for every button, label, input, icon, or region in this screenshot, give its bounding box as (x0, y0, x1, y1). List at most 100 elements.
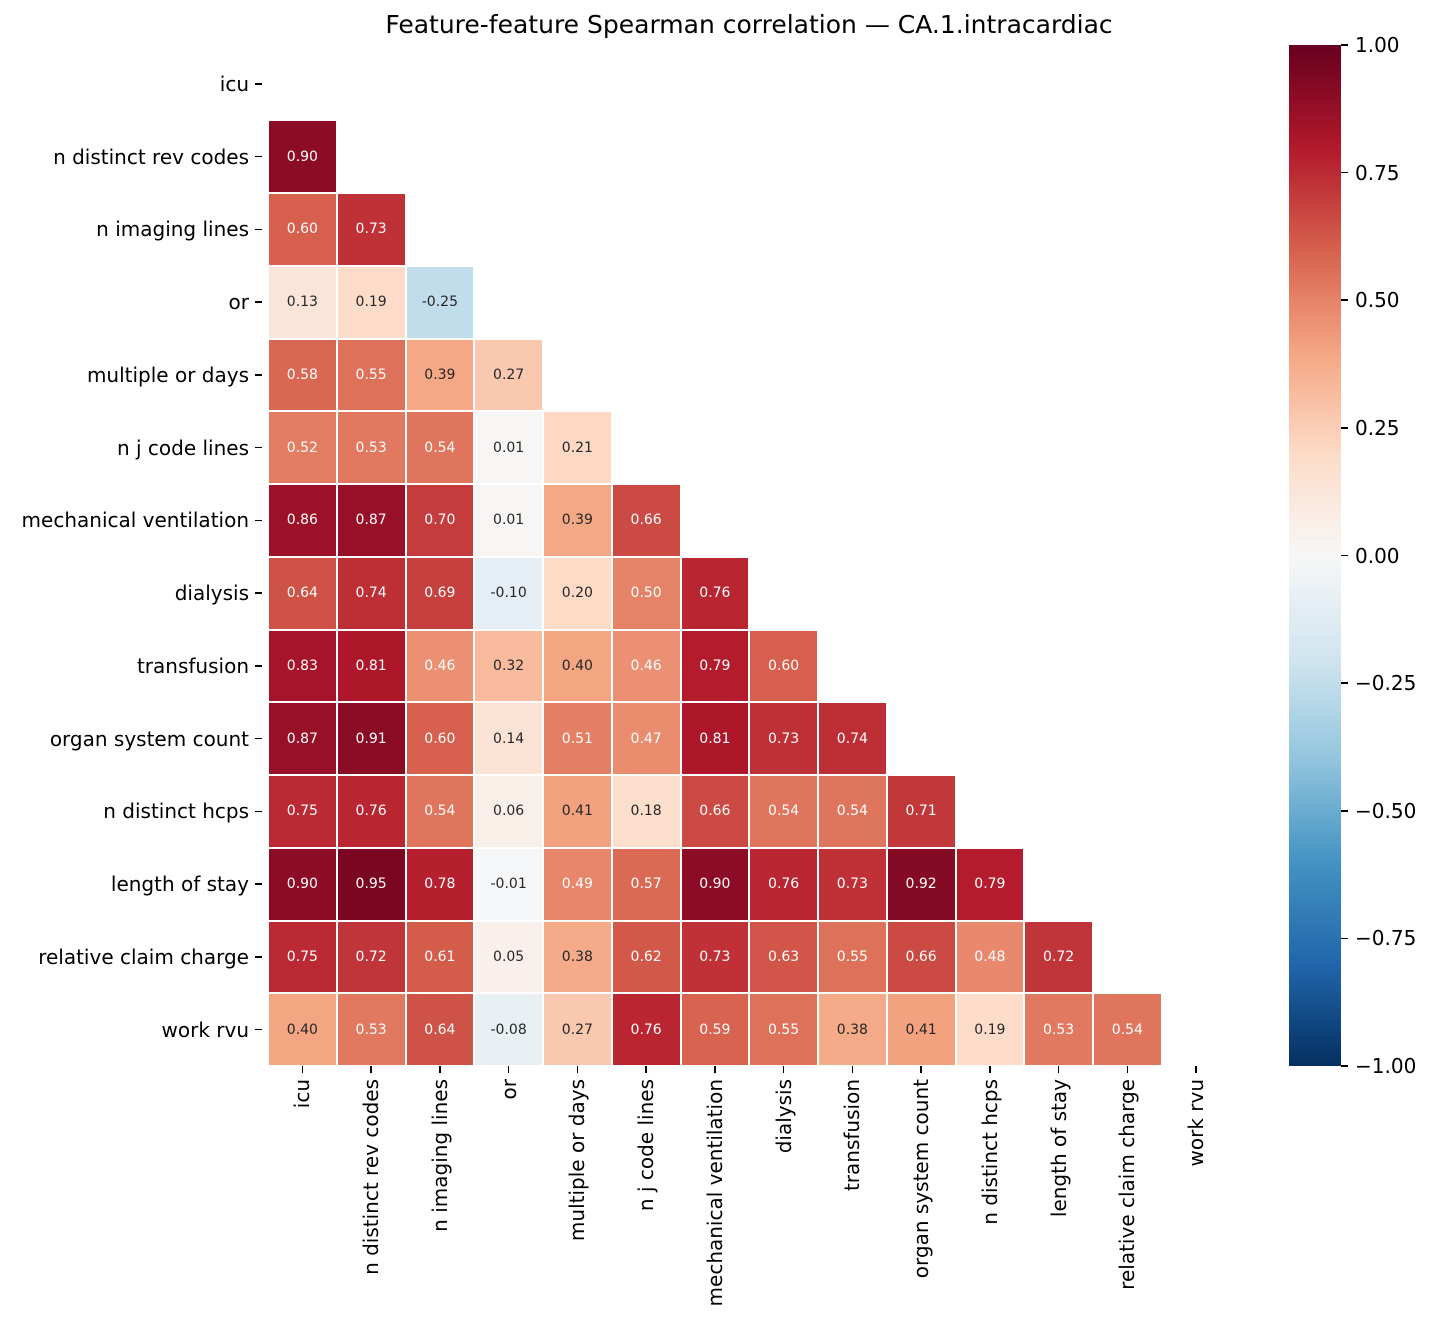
heatmap-cell: 0.48 (955, 920, 1025, 994)
x-tick-label: n distinct hcps (977, 1079, 1002, 1225)
colorbar-tick (1341, 937, 1348, 940)
cell-value: 0.52 (286, 439, 318, 456)
cell-value: 0.70 (424, 512, 456, 529)
heatmap-cell: 0.83 (268, 629, 337, 703)
cell-value: 0.72 (1043, 948, 1075, 965)
heatmap-cell: 0.46 (405, 629, 475, 703)
cell-value: 0.21 (561, 439, 593, 456)
cell-value: -0.01 (490, 876, 527, 893)
cell-value: 0.39 (561, 512, 593, 529)
heatmap-cell: -0.08 (474, 993, 543, 1066)
cell-value: 0.61 (424, 948, 456, 965)
heatmap-cell: 0.87 (268, 702, 337, 775)
heatmap-cell: 0.59 (680, 993, 750, 1066)
cell-value: 0.83 (286, 657, 318, 674)
heatmap-cell: 0.38 (543, 920, 612, 994)
cell-value: 0.53 (1043, 1021, 1075, 1038)
cell-value: 0.53 (355, 1021, 387, 1038)
cell-value: 0.27 (561, 1021, 593, 1038)
heatmap-cell: 0.53 (336, 411, 406, 484)
heatmap-cell: 0.27 (543, 993, 612, 1066)
colorbar-tick (1341, 1065, 1348, 1067)
cell-value: 0.19 (974, 1021, 1006, 1038)
cell-value: 0.48 (974, 948, 1006, 965)
heatmap-cell: 0.55 (749, 993, 818, 1066)
x-tick (645, 1066, 647, 1073)
colorbar-tick (1341, 554, 1348, 557)
x-tick-label: n j code lines (634, 1079, 659, 1212)
heatmap-cell: 0.81 (336, 629, 406, 703)
heatmap-cell: -0.10 (474, 556, 543, 630)
colorbar-tick-label: −1.00 (1355, 1054, 1417, 1078)
colorbar-tick (1341, 44, 1348, 46)
heatmap-cell: 0.01 (474, 411, 543, 484)
cell-value: 0.81 (355, 657, 387, 674)
colorbar-tick (1341, 299, 1348, 302)
heatmap-cell: 0.60 (749, 629, 818, 703)
y-tick-label: n imaging lines (96, 217, 249, 242)
cell-value: 0.40 (561, 657, 593, 674)
x-tick (1195, 1066, 1197, 1073)
cell-value: 0.74 (836, 730, 868, 747)
x-tick (714, 1066, 716, 1073)
heatmap-cell: 0.81 (680, 702, 750, 775)
heatmap-cell: 0.75 (268, 920, 337, 994)
cell-value: 0.74 (355, 585, 387, 602)
cell-value: 0.13 (286, 294, 318, 311)
x-tick (782, 1066, 785, 1073)
cell-value: 0.53 (355, 439, 387, 456)
x-tick (370, 1066, 372, 1073)
heatmap-cell: 0.06 (474, 775, 543, 848)
x-tick-label: icu (290, 1079, 315, 1109)
cell-value: 0.40 (286, 1021, 318, 1038)
cell-value: 0.75 (286, 803, 318, 820)
cell-value: 0.66 (630, 512, 662, 529)
heatmap-cell: 0.73 (749, 702, 818, 775)
heatmap-cell: 0.57 (611, 847, 681, 921)
heatmap-cell: 0.41 (886, 993, 956, 1066)
cell-value: 0.59 (699, 1021, 731, 1038)
cell-value: 0.54 (424, 803, 456, 820)
y-tick-label: n j code lines (116, 435, 249, 460)
colorbar-tick-label: −0.75 (1355, 926, 1417, 951)
heatmap-cell: 0.76 (336, 775, 406, 848)
y-tick (255, 519, 262, 522)
heatmap-cell: 0.64 (405, 993, 475, 1066)
cell-value: 0.41 (561, 803, 593, 820)
cell-value: 0.73 (355, 221, 387, 238)
cell-value: 0.66 (905, 948, 937, 965)
cell-value: 0.60 (424, 730, 456, 747)
heatmap-cell: 0.52 (268, 411, 337, 484)
colorbar-tick-label: 0.25 (1355, 415, 1400, 440)
x-tick-label: dialysis (771, 1079, 796, 1154)
x-tick (576, 1066, 579, 1073)
x-tick (1057, 1066, 1060, 1073)
cell-value: 0.54 (836, 803, 868, 820)
heatmap-cell: 0.64 (268, 556, 337, 630)
heatmap-cell: 0.39 (543, 484, 612, 557)
y-tick-label: n distinct hcps (103, 799, 249, 824)
y-tick-label: work rvu (161, 1017, 250, 1042)
cell-value: 0.81 (699, 730, 731, 747)
colorbar-tick (1341, 171, 1348, 174)
heatmap-cell: 0.54 (818, 775, 887, 848)
heatmap-cell: 0.61 (405, 920, 475, 994)
x-tick-label: multiple or days (565, 1079, 590, 1242)
heatmap-cell: 0.92 (886, 847, 956, 921)
heatmap-cell: 0.58 (268, 338, 337, 412)
cell-value: 0.73 (699, 948, 731, 965)
cell-value: 0.55 (355, 366, 387, 383)
x-tick-label: organ system count (909, 1079, 934, 1279)
heatmap-cell: 0.01 (474, 484, 543, 557)
chart-title: Feature-feature Spearman correlation — C… (385, 10, 1113, 39)
cell-value: 0.91 (355, 730, 387, 747)
cell-value: 0.01 (493, 439, 525, 456)
heatmap-cell: 0.19 (955, 993, 1025, 1066)
cell-value: 0.87 (355, 512, 387, 529)
heatmap-cell: 0.79 (680, 629, 750, 703)
heatmap-cell: 0.19 (336, 265, 406, 339)
cell-value: 0.76 (355, 803, 387, 820)
cell-value: 0.75 (286, 948, 318, 965)
cell-value: 0.79 (974, 876, 1006, 893)
heatmap-cell: 0.90 (268, 120, 337, 193)
